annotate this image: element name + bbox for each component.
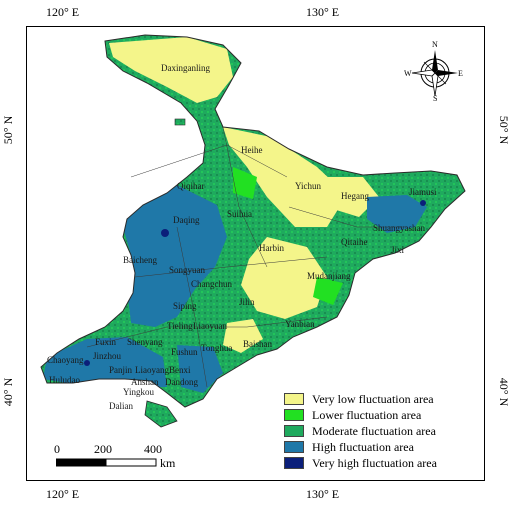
city-label-tonghua: Tonghua	[201, 343, 232, 353]
city-label-heihe: Heihe	[241, 145, 263, 155]
legend-swatch	[284, 457, 304, 469]
zone-very-low-sw	[223, 319, 263, 353]
city-label-fuxin: Fuxin	[95, 337, 117, 347]
islet	[174, 118, 186, 126]
city-label-mudanjiang: Mudanjiang	[307, 271, 351, 281]
city-label-baishan: Baishan	[243, 339, 272, 349]
city-label-songyuan: Songyuan	[169, 265, 206, 275]
compass-s: S	[433, 94, 438, 103]
scale-bar: 0 200 400 km	[30, 442, 210, 472]
zone-high-south	[177, 345, 223, 393]
city-label-changchun: Changchun	[191, 279, 232, 289]
zone-very-high-1	[161, 229, 169, 237]
city-label-huludao: Huludao	[49, 375, 80, 385]
legend-label: High fluctuation area	[312, 439, 414, 454]
legend-swatch	[284, 441, 304, 453]
legend-swatch	[284, 425, 304, 437]
city-label-anshan: Anshan	[131, 377, 159, 387]
lon-tick-bottom-120: 120° E	[46, 487, 80, 501]
compass-svg	[411, 50, 458, 97]
legend-item-high: High fluctuation area	[284, 440, 414, 454]
city-label-yanbian: Yanbian	[285, 319, 315, 329]
lat-tick-right-50: 50° N	[496, 115, 511, 145]
city-label-chaoyang: Chaoyang	[47, 355, 84, 365]
city-label-dalian: Dalian	[109, 401, 133, 411]
lon-tick-top-130: 130° E	[306, 5, 340, 19]
city-label-suihua: Suihua	[227, 209, 252, 219]
liaodong-peninsula	[144, 400, 178, 428]
legend-label: Very high fluctuation area	[312, 455, 437, 470]
legend-label: Very low fluctuation area	[312, 391, 434, 406]
city-label-liaoyang: Liaoyang	[135, 365, 169, 375]
city-label-jiamusi: Jiamusi	[409, 187, 437, 197]
zone-very-low-north	[109, 37, 233, 103]
zone-very-low-central	[223, 127, 347, 227]
legend-item-moderate: Moderate fluctuation area	[284, 424, 436, 438]
city-label-baicheng: Baicheng	[123, 255, 157, 265]
city-label-tieling: Tieling	[167, 321, 193, 331]
city-labels: Daxinganling Heihe Qiqihar Yichun Hegang…	[47, 63, 437, 411]
legend-swatch	[284, 393, 304, 405]
city-label-qitaihe: Qitaihe	[341, 237, 368, 247]
legend-swatch	[284, 409, 304, 421]
zone-high-southwest	[43, 337, 167, 387]
city-label-jinzhou: Jinzhou	[93, 351, 121, 361]
fluctuation-zones	[43, 37, 427, 393]
compass-rose-icon: N S E W	[404, 40, 464, 103]
lat-tick-right-40: 40° N	[496, 377, 511, 407]
lon-tick-bottom-130: 130° E	[306, 487, 340, 501]
legend-item-lower: Lower fluctuation area	[284, 408, 421, 422]
city-label-daxinganling: Daxinganling	[161, 63, 210, 73]
lon-tick-top-120: 120° E	[46, 5, 80, 19]
legend-label: Moderate fluctuation area	[312, 423, 436, 438]
map-frame: Daxinganling Heihe Qiqihar Yichun Hegang…	[26, 26, 485, 481]
map-svg: Daxinganling Heihe Qiqihar Yichun Hegang…	[40, 34, 466, 428]
scale-bar-graphic	[56, 458, 157, 467]
city-label-shenyang: Shenyang	[127, 337, 163, 347]
city-label-harbin: Harbin	[259, 243, 284, 253]
compass-w: W	[404, 69, 412, 78]
legend-item-very-low: Very low fluctuation area	[284, 392, 434, 406]
scale-tick-0: 0	[54, 442, 60, 456]
zone-very-low-east	[327, 177, 379, 217]
zone-high-east	[367, 195, 427, 233]
scale-tick-200: 200	[94, 442, 112, 456]
city-label-panjin: Panjin	[109, 365, 133, 375]
city-label-siping: Siping	[173, 301, 197, 311]
city-label-fushun: Fushun	[171, 347, 198, 357]
city-label-yichun: Yichun	[295, 181, 321, 191]
city-label-jilin: Jilin	[239, 297, 255, 307]
legend-item-very-high: Very high fluctuation area	[284, 456, 437, 470]
lat-tick-left-40: 40° N	[1, 377, 16, 407]
city-label-jixi: Jixi	[391, 245, 405, 255]
compass-e: E	[458, 69, 463, 78]
city-label-daqing: Daqing	[173, 215, 200, 225]
city-label-hegang: Hegang	[341, 191, 369, 201]
scale-tick-400: 400	[144, 442, 162, 456]
zone-lower-2	[313, 277, 343, 305]
city-label-qiqihar: Qiqihar	[177, 181, 205, 191]
admin-boundaries	[86, 126, 407, 388]
zone-high-west	[123, 185, 227, 327]
city-label-dandong: Dandong	[165, 377, 198, 387]
lat-tick-left-50: 50° N	[1, 115, 16, 145]
zone-lower-1	[233, 167, 257, 199]
zone-very-high-3	[420, 200, 426, 206]
zone-very-high-2	[84, 360, 90, 366]
city-label-benxi: Benxi	[169, 365, 191, 375]
scale-unit: km	[160, 456, 176, 470]
map-legend: Very low fluctuation area Lower fluctuat…	[278, 388, 463, 474]
city-label-shuangyashan: Shuangyashan	[373, 223, 425, 233]
compass-n: N	[432, 40, 438, 49]
city-label-yingkou: Yingkou	[123, 387, 155, 397]
legend-label: Lower fluctuation area	[312, 407, 422, 422]
city-label-liaoyuan: Liaoyuan	[193, 321, 227, 331]
